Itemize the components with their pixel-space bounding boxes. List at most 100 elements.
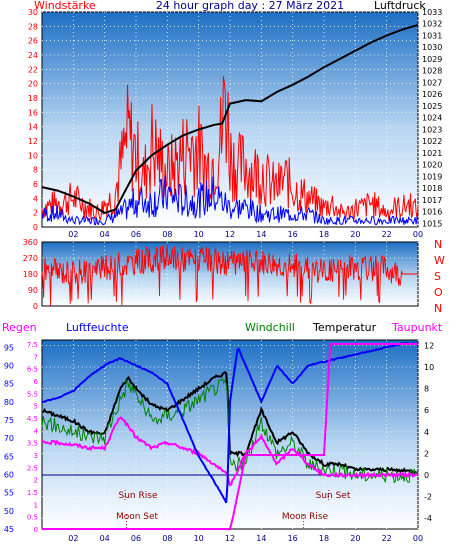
series-windmittel [41, 176, 419, 226]
left-tick-label: 30 [28, 8, 38, 17]
header-temperatur: Temperatur [312, 321, 377, 334]
x-tick-label: 04 [100, 534, 110, 543]
series-windchill [41, 377, 419, 484]
regen-tick-label: 3 [34, 452, 38, 460]
temp-tick-label: 0 [424, 471, 429, 480]
header-luftfeuchte: Luftfeuchte [66, 321, 129, 334]
regen-tick-label: 0.5 [27, 514, 38, 522]
x-tick-label: 18 [319, 230, 329, 239]
temp-tick-label: 8 [424, 385, 429, 394]
regen-tick-label: 2 [34, 477, 38, 485]
annotation-moon-rise: Moon Rise [282, 512, 329, 522]
left-tick-label: 8 [33, 166, 38, 175]
temp-tick-label: -4 [424, 514, 432, 523]
right-tick-label: 1025 [422, 102, 442, 111]
regen-tick-label: 4 [34, 427, 39, 435]
temp-tick-label: 6 [424, 406, 429, 415]
feuchte-tick-label: 85 [4, 380, 14, 389]
feuchte-tick-label: 50 [4, 507, 14, 516]
right-tick-label: 1023 [422, 125, 442, 134]
direction-tick-label: 90 [28, 286, 38, 295]
left-tick-label: 2 [33, 209, 38, 218]
left-tick-label: 12 [28, 137, 38, 146]
left-tick-label: 20 [28, 80, 38, 89]
right-tick-label: 1030 [422, 43, 442, 52]
direction-tick-label: 0 [33, 302, 38, 311]
x-tick-label: 16 [288, 534, 298, 543]
temp-tick-label: -2 [424, 493, 432, 502]
regen-tick-label: 6.5 [27, 366, 38, 374]
right-tick-label: 1026 [422, 90, 442, 99]
direction-tick-label: 270 [23, 254, 38, 263]
x-tick-label: 00 [413, 230, 423, 239]
left-tick-label: 24 [28, 51, 38, 60]
series-luftfeuchte [41, 342, 419, 504]
right-tick-label: 1015 [422, 219, 442, 228]
feuchte-tick-label: 60 [4, 470, 14, 479]
chart-title: 24 hour graph day : 27 März 2021 [156, 0, 344, 12]
feuchte-tick-label: 80 [4, 398, 14, 407]
right-tick-label: 1031 [422, 31, 442, 40]
panel-wind-bg [41, 11, 419, 228]
x-tick-label: 00 [413, 534, 423, 543]
x-tick-label: 08 [162, 230, 172, 239]
right-tick-label: 1027 [422, 78, 442, 87]
x-tick-label: 20 [350, 534, 360, 543]
x-tick-label: 14 [256, 230, 266, 239]
regen-tick-label: 1.5 [27, 489, 38, 497]
x-tick-label: 22 [382, 230, 392, 239]
header-windchill: Windchill [245, 321, 295, 334]
left-tick-label: 16 [28, 108, 38, 117]
header-taupunkt: Taupunkt [391, 321, 443, 334]
regen-tick-label: 1 [34, 501, 38, 509]
left-tick-label: 10 [28, 151, 38, 160]
left-tick-label: 18 [28, 94, 38, 103]
regen-tick-label: 3.5 [27, 440, 38, 448]
left-label-windstaerke: Windstärke [34, 0, 96, 12]
x-tick-label: 04 [100, 230, 110, 239]
regen-tick-label: 7 [34, 353, 38, 361]
annotation-moon-set: Moon Set [116, 512, 159, 522]
right-tick-label: 1017 [422, 196, 442, 205]
feuchte-tick-label: 90 [4, 361, 14, 370]
x-tick-label: 06 [131, 230, 141, 239]
feuchte-tick-label: 45 [4, 525, 14, 534]
compass-label: S [434, 270, 441, 283]
x-tick-label: 20 [350, 230, 360, 239]
right-tick-label: 1032 [422, 20, 442, 29]
series-windspitzen [41, 76, 419, 221]
x-tick-label: 06 [131, 534, 141, 543]
x-tick-label: 08 [162, 534, 172, 543]
compass-label: W [434, 254, 445, 267]
left-tick-label: 6 [33, 180, 38, 189]
feuchte-tick-label: 70 [4, 434, 14, 443]
regen-tick-label: 5.5 [27, 390, 38, 398]
x-tick-label: 22 [382, 534, 392, 543]
x-tick-label: 18 [319, 534, 329, 543]
compass-label: O [434, 286, 443, 299]
series-regen [42, 343, 418, 530]
right-tick-label: 1033 [422, 8, 442, 17]
x-tick-label: 14 [256, 534, 266, 543]
x-tick-label: 12 [225, 230, 235, 239]
feuchte-tick-label: 75 [4, 416, 14, 425]
x-tick-label: 12 [225, 534, 235, 543]
right-tick-label: 1028 [422, 67, 442, 76]
feuchte-tick-label: 95 [4, 343, 14, 352]
compass-label: N [434, 302, 442, 315]
x-tick-label: 16 [288, 230, 298, 239]
regen-tick-label: 0 [34, 526, 38, 534]
right-tick-label: 1029 [422, 55, 442, 64]
regen-tick-label: 4.5 [27, 415, 38, 423]
temp-tick-label: 4 [424, 428, 429, 437]
regen-tick-label: 7.5 [27, 341, 38, 349]
right-tick-label: 1022 [422, 137, 442, 146]
series-luftdruck [41, 23, 419, 214]
series-taupunkt [41, 416, 419, 487]
direction-tick-label: 180 [23, 270, 38, 279]
right-label-luftdruck: Luftdruck [374, 0, 426, 12]
right-tick-label: 1016 [422, 208, 442, 217]
left-tick-label: 22 [28, 65, 38, 74]
